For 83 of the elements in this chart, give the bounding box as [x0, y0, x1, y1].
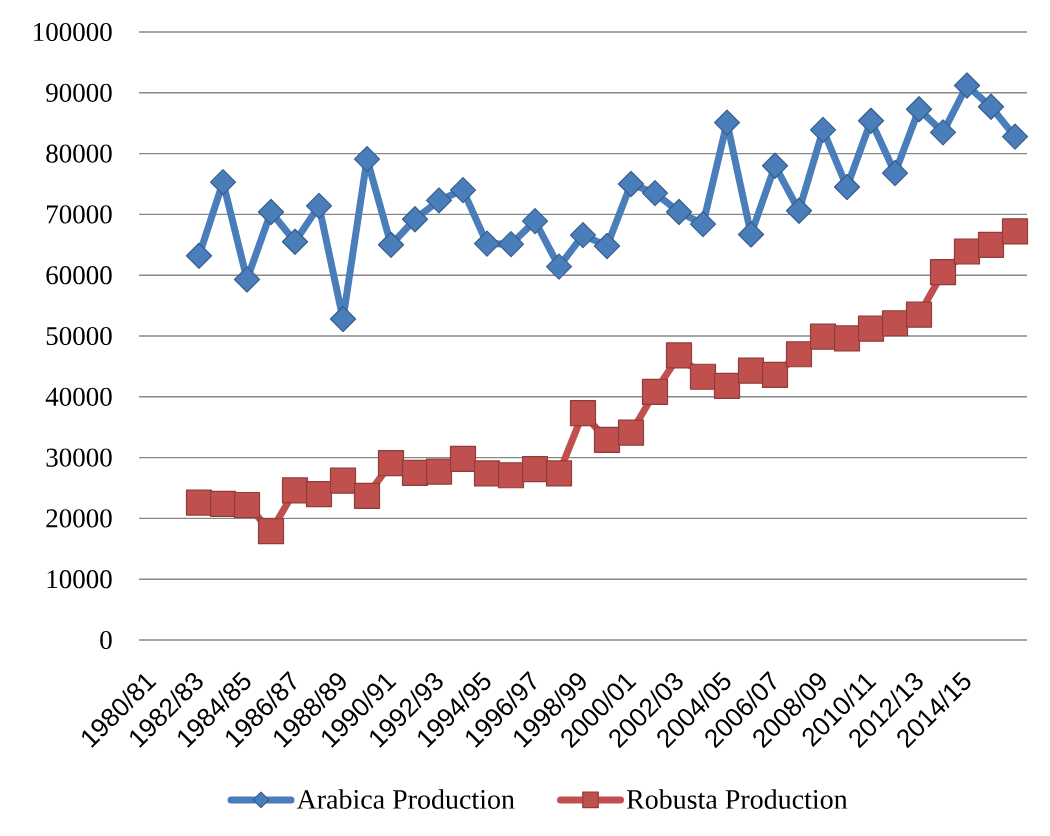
point [761, 361, 789, 389]
point [809, 116, 837, 143]
y-tick-label: 40000 [45, 387, 112, 406]
point [257, 198, 285, 226]
point [689, 363, 717, 390]
point [857, 107, 885, 134]
point [401, 206, 429, 233]
point [377, 231, 405, 258]
point [185, 242, 213, 269]
point [329, 305, 357, 333]
point [929, 119, 957, 146]
point [449, 445, 477, 472]
point [857, 315, 885, 342]
point [473, 230, 501, 257]
point [833, 325, 861, 352]
point [1001, 123, 1029, 150]
point [257, 518, 285, 545]
y-tick-label: 60000 [46, 266, 112, 285]
point [473, 460, 501, 487]
point [737, 357, 765, 384]
point [881, 310, 909, 337]
y-tick-label: 20000 [46, 509, 112, 528]
y-tick-label: 100000 [34, 22, 112, 42]
point [329, 467, 357, 494]
point [209, 490, 237, 517]
point [233, 266, 261, 293]
point [689, 211, 717, 238]
point [881, 159, 909, 187]
point [209, 169, 237, 196]
legend-label: Arabica Production [296, 789, 515, 809]
point [785, 197, 813, 224]
point [545, 253, 573, 280]
point [497, 231, 525, 258]
point [545, 460, 573, 487]
point [617, 419, 645, 446]
point [593, 232, 621, 260]
point [977, 231, 1005, 258]
point [977, 93, 1005, 120]
point [281, 477, 309, 504]
point [641, 378, 669, 406]
y-tick-label: 70000 [47, 205, 112, 224]
point [233, 491, 261, 519]
point [425, 187, 453, 214]
point [905, 96, 933, 123]
point [809, 323, 837, 350]
point [353, 145, 381, 173]
y-tick-label: 0 [100, 630, 112, 650]
point [665, 198, 693, 226]
point [401, 459, 429, 486]
point [449, 176, 477, 204]
point [929, 259, 957, 286]
point [521, 456, 549, 483]
point [713, 109, 741, 136]
point [785, 341, 813, 368]
point [953, 72, 981, 99]
y-tick-label: 30000 [46, 448, 112, 467]
point [833, 173, 861, 201]
point [281, 228, 309, 255]
point [305, 192, 333, 219]
point [425, 458, 453, 485]
y-tick-label: 90000 [46, 83, 112, 102]
point [737, 221, 765, 248]
legend-label: Robusta Production [626, 789, 848, 809]
point [641, 180, 669, 207]
point [953, 238, 981, 265]
point [665, 342, 693, 369]
point [905, 301, 933, 328]
point [761, 152, 789, 179]
point [305, 480, 333, 508]
point [713, 372, 741, 399]
point [521, 207, 549, 235]
point [353, 482, 381, 509]
y-tick-label: 80000 [46, 144, 112, 163]
point [593, 426, 621, 454]
y-tick-label: 10000 [47, 570, 112, 589]
point [569, 221, 597, 249]
point [185, 489, 213, 516]
point [617, 170, 645, 198]
point [569, 400, 597, 427]
point [497, 462, 525, 489]
point [377, 449, 405, 477]
point [1001, 218, 1029, 245]
y-tick-label: 50000 [46, 326, 112, 346]
